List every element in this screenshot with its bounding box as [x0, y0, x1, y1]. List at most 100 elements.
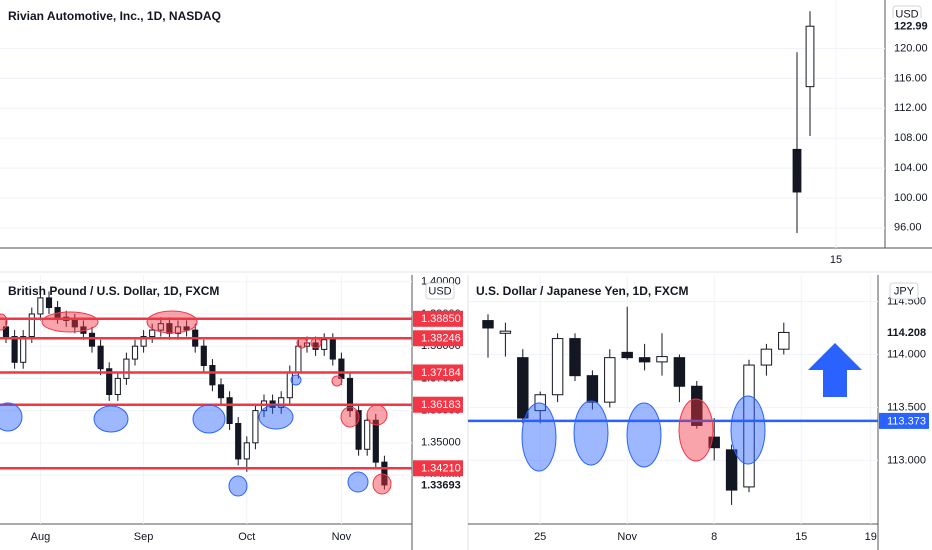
candle-body: [604, 357, 616, 403]
candle-body: [321, 339, 328, 350]
annotation-ellipse: [93, 405, 129, 433]
candle-body: [37, 297, 44, 315]
candle-body: [329, 339, 336, 360]
candle-body: [364, 419, 371, 450]
last-price-label: 114.208: [887, 327, 926, 339]
candle-body: [482, 320, 494, 329]
chart-title: British Pound / U.S. Dollar, 1D, FXCM: [8, 284, 219, 298]
candle-body: [235, 422, 242, 460]
annotation-ellipse: [366, 404, 388, 426]
candle-body: [106, 368, 113, 396]
x-tick-label: 19: [865, 531, 877, 543]
price-tag: [413, 310, 463, 327]
up-arrow: [808, 343, 862, 397]
candle-body: [312, 342, 319, 350]
y-tick-label: 116.00: [894, 72, 927, 84]
candle-body: [88, 332, 96, 347]
x-tick-label: Sep: [134, 531, 154, 543]
last-price-label: 122.99: [894, 21, 928, 33]
annotation-ellipse: [372, 473, 392, 495]
price-tag: [879, 412, 929, 429]
currency-box: [889, 282, 919, 300]
candle-body: [183, 326, 190, 331]
x-tick-label: 8: [711, 531, 717, 543]
candle-body: [149, 329, 156, 338]
candle-body: [346, 377, 354, 412]
annotation-ellipse: [258, 404, 294, 430]
annotation-ellipse: [347, 471, 369, 493]
candle-body: [499, 330, 512, 334]
candle-body: [28, 313, 35, 338]
candle-body: [586, 375, 599, 403]
chart-title: U.S. Dollar / Japanese Yen, 1D, FXCM: [476, 284, 689, 298]
y-tick-label: 100.00: [894, 192, 928, 204]
annotation-ellipse: [0, 313, 8, 331]
candle-body: [805, 25, 815, 88]
last-price-label: 1.33693: [421, 479, 461, 491]
candle-body: [11, 336, 18, 363]
candle-body: [708, 436, 720, 449]
x-tick-label: Oct: [238, 531, 255, 543]
price-tag: [413, 364, 463, 381]
currency-box: [425, 282, 455, 300]
candle-body: [743, 364, 755, 488]
candle-body: [295, 345, 302, 373]
x-tick-label: Aug: [31, 531, 51, 543]
candle-body: [792, 148, 802, 193]
annotation-ellipse: [730, 395, 766, 465]
x-tick-label: Nov: [617, 531, 637, 543]
last-price-bg: [413, 476, 459, 493]
candle-body: [656, 356, 668, 363]
annotation-ellipse: [340, 406, 360, 428]
price-tag-label: 1.38246: [421, 333, 461, 345]
last-price-bg: [886, 18, 932, 35]
candle-body: [778, 331, 790, 350]
candle-body: [621, 351, 633, 359]
price-tag: [413, 330, 463, 347]
candle-body: [45, 297, 53, 309]
annotation-ellipse: [146, 310, 198, 334]
candle-body: [97, 345, 104, 370]
candle-body: [131, 345, 139, 360]
annotation-ellipse: [678, 398, 714, 462]
candle-body: [200, 345, 207, 367]
candle-body: [217, 384, 225, 399]
candle-body: [673, 357, 686, 387]
annotation-ellipse: [573, 400, 609, 466]
candle-body: [551, 338, 564, 396]
candle-body: [638, 357, 651, 363]
y-tick-label: 112.00: [894, 102, 927, 114]
annotation-ellipse: [310, 337, 322, 349]
candle-body: [760, 348, 773, 366]
annotation-ellipse: [228, 475, 248, 497]
annotation-ellipse: [331, 375, 343, 387]
annotation-ellipse: [0, 402, 23, 432]
price-tag-label: 1.37184: [421, 367, 461, 379]
currency-label: USD: [428, 285, 451, 297]
y-tick-label: 120.00: [894, 42, 928, 54]
price-tag: [413, 460, 463, 477]
last-price-bg: [879, 324, 925, 341]
annotation-ellipse: [521, 402, 557, 472]
y-tick-label: 108.00: [894, 132, 928, 144]
currency-label: JPY: [894, 285, 915, 297]
y-tick-label: 113.000: [887, 454, 926, 466]
candle-body: [226, 397, 233, 424]
x-tick-label: 15: [830, 254, 842, 266]
annotation-ellipse: [296, 337, 308, 349]
candle-body: [691, 385, 703, 426]
y-tick-label: 96.00: [894, 222, 922, 234]
candle-body: [286, 371, 293, 399]
candle-body: [114, 377, 121, 396]
annotation-ellipse: [290, 374, 302, 386]
candle-body: [140, 336, 147, 347]
chart-title: Rivian Automotive, Inc., 1D, NASDAQ: [8, 9, 221, 23]
candle-body: [569, 338, 581, 377]
candle-body: [71, 319, 78, 328]
candle-body: [372, 419, 379, 463]
candle-body: [20, 336, 27, 363]
candle-body: [355, 410, 362, 450]
candle-body: [157, 323, 164, 331]
